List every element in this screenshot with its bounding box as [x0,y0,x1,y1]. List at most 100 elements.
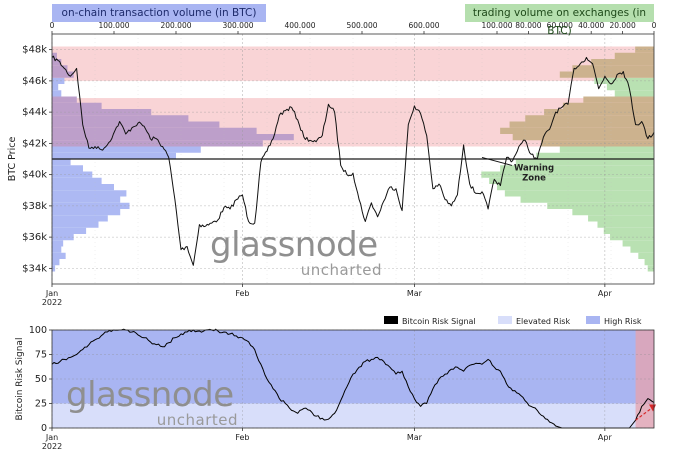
x-tick-label: 2022 [42,442,62,451]
watermark-bottom: glassnode uncharted [66,378,238,428]
top-left-tick-label: 200.000 [160,21,191,30]
onchain-volume-bar [52,221,99,228]
exchange-volume-bar [536,152,654,159]
exchange-volume-bar [562,102,654,109]
onchain-volume-bar [52,84,59,91]
legend-label: Elevated Risk [516,317,570,326]
onchain-volume-bar [52,71,74,78]
onchain-volume-bar [52,115,189,122]
watermark-tag: uncharted [300,261,382,279]
exchange-volume-bar [572,65,654,72]
y-tick-label: $46k [22,76,47,87]
top-left-tick-label: 600.000 [408,21,439,30]
exchange-volume-bar [515,159,654,166]
top-left-tick-label: 300.000 [222,21,253,30]
y-tick-label: $36k [22,232,47,243]
warning-zone-label: Zone [522,173,546,183]
onchain-volume-bar [52,127,257,134]
onchain-volume-bar [52,159,71,166]
y-tick-label: $38k [22,201,47,212]
exchange-volume-bar [630,246,654,253]
onchain-volume-bar [52,102,102,109]
legend-swatch [498,316,512,324]
price-axis-title: BTC Price [7,137,18,182]
top-plot-frame [51,33,655,285]
onchain-volume-bar [52,227,87,234]
risk-axis-title: Bitcoin Risk Signal [15,338,25,421]
top-right-tick-label: 0 [652,21,657,30]
x-tick-label: Feb [235,433,249,442]
watermark-top: glassnode uncharted [210,228,382,278]
legend-swatch [586,316,600,324]
x-tick-label: Jan [45,433,58,442]
top-left-tick-label: 0 [50,21,55,30]
exchange-volume-bar [504,190,654,197]
onchain-volume-bar [52,59,62,66]
legend-swatch [384,316,398,324]
right-volume-axis-label: trading volume on exchanges (in BTC) [465,4,654,37]
onchain-volume-bar [52,240,64,247]
left-volume-axis-label: on-chain transaction volume (in BTC) [52,4,266,22]
exchange-volume-bar [588,215,654,222]
x-tick-label: Mar [407,433,423,442]
y-tick-label: 100 [29,325,47,336]
legend-label: High Risk [604,317,642,326]
exchange-volume-bar [591,59,654,66]
onchain-volume-bar [52,134,294,141]
exchange-volume-bar [572,209,654,216]
top-left-tick-label: 400.000 [284,21,315,30]
exchange-volume-bar [614,52,654,59]
watermark-brand: glassnode [66,375,234,415]
onchain-volume-bar [52,184,114,191]
y-tick-label: $42k [22,138,47,149]
y-tick-label: 25 [35,399,47,410]
legend-label: Bitcoin Risk Signal [402,317,476,326]
onchain-volume-bar [52,65,68,72]
btc-price-line [51,55,655,266]
onchain-volume-bar [52,215,108,222]
onchain-volume-bar [52,96,77,103]
x-tick-label: Apr [598,289,613,298]
exchange-volume-bar [597,221,654,228]
x-tick-label: Jan [45,289,58,298]
price-zone-band [52,46,654,81]
onchain-volume-bar [52,246,62,253]
y-tick-label: $44k [22,107,47,118]
exchange-volume-bar [497,184,654,191]
exchange-volume-bar [644,259,654,266]
exchange-volume-bar [525,115,654,122]
exchange-volume-bar [489,177,654,184]
warning-zone-pointer [481,157,513,166]
onchain-volume-bar [52,52,57,59]
exchange-volume-bar [520,196,654,203]
onchain-volume-bar [52,259,60,266]
onchain-volume-bar [52,165,83,172]
x-tick-label: Feb [235,289,249,298]
onchain-volume-bar [52,196,121,203]
exchange-volume-bar [614,90,654,97]
warning-zone-label: Warning [514,163,554,173]
y-tick-label: 50 [35,374,47,385]
exchange-volume-bar [606,84,654,91]
exchange-volume-bar [500,165,654,172]
exchange-volume-bar [603,227,654,234]
onchain-volume-bar [52,121,220,128]
onchain-volume-bar [52,209,121,216]
exchange-volume-bar [481,171,654,178]
risk-signal-line [51,328,655,429]
risk-zone [52,330,654,404]
x-tick-label: 2022 [42,298,62,307]
y-tick-label: 75 [35,350,47,361]
onchain-volume-bar [52,177,102,184]
exchange-volume-bar [559,71,654,78]
exchange-volume-bar [509,121,654,128]
top-right-tick-label: 60.000 [547,21,573,30]
x-tick-label: Mar [407,289,423,298]
y-tick-label: $40k [22,170,47,181]
top-right-tick-label: 80.000 [515,21,541,30]
y-tick-label: $34k [22,263,47,274]
onchain-volume-bar [52,252,66,259]
top-right-tick-label: 20.000 [609,21,635,30]
